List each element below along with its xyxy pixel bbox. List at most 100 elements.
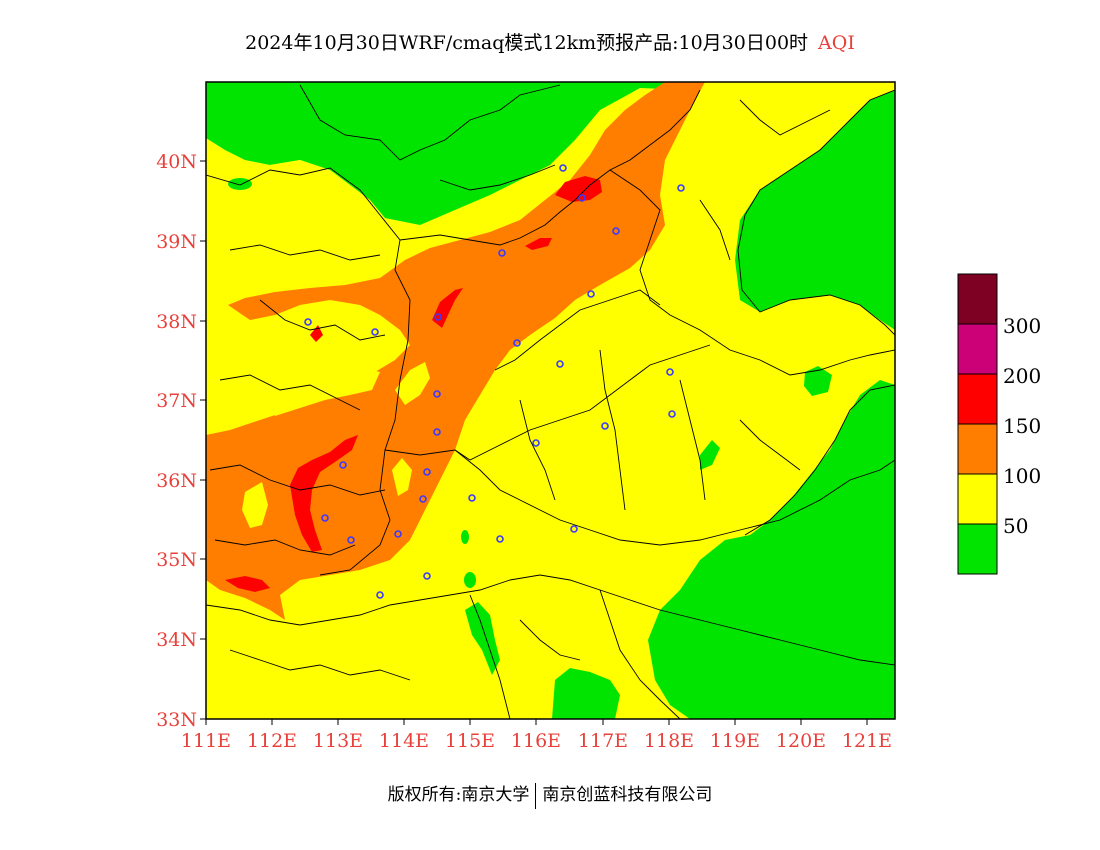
- aqi-zone-moderate-notch-4: [242, 482, 268, 528]
- lat-label: 37N: [156, 390, 197, 412]
- city-marker: [578, 194, 586, 202]
- city-marker: [394, 530, 402, 538]
- boundary-county-11: [519, 619, 581, 661]
- city-marker: [513, 339, 521, 347]
- aqi-zone-good-spot-3: [464, 572, 476, 588]
- copyright-text: 版权所有:南京大学: [387, 785, 530, 805]
- aqi-zone-good-spot-2: [700, 440, 720, 470]
- latitude-labels: 40N 39N 38N 37N 36N 35N 34N 33N: [156, 151, 197, 731]
- city-marker: [496, 535, 504, 543]
- legend-label: 150: [1003, 414, 1041, 438]
- boundary-county-7: [599, 349, 626, 511]
- aqi-zone-unhealthy-south-shanxi: [290, 435, 358, 552]
- footer: 版权所有:南京大学 南京创蓝科技有限公司: [0, 780, 1100, 809]
- legend-bin-usg: [958, 424, 997, 474]
- aqi-zone-moderate-notch-3: [395, 362, 430, 405]
- city-marker: [601, 422, 609, 430]
- boundary-province-8: [206, 574, 895, 666]
- city-marker: [666, 368, 674, 376]
- boundary-county-3: [219, 374, 361, 411]
- city-marker: [498, 249, 506, 257]
- boundary-county-9: [739, 419, 801, 471]
- city-marker: [321, 514, 329, 522]
- aqi-zone-good-east-sea: [735, 82, 895, 330]
- legend-bin-very-unhealthy: [958, 324, 997, 374]
- aqi-zone-moderate-north-pocket: [262, 160, 370, 215]
- aqi-zone-unhealthy-3: [432, 288, 463, 328]
- city-marker: [423, 572, 431, 580]
- legend-bin-unhealthy: [958, 374, 997, 424]
- city-markers: [304, 164, 685, 599]
- legend-bin-hazardous: [958, 274, 997, 324]
- legend-label: 200: [1003, 364, 1041, 388]
- city-marker: [371, 328, 379, 336]
- boundary-county-13: [699, 199, 731, 261]
- lat-label: 39N: [156, 231, 197, 253]
- aqi-legend: 300 200 150 100 50: [957, 273, 1041, 575]
- latitude-ticks: [200, 160, 206, 720]
- title-text: 2024年10月30日WRF/cmaq模式12km预报产品:10月30日00时: [245, 32, 809, 54]
- city-marker: [434, 313, 442, 321]
- aqi-zone-unhealthy-4: [310, 325, 323, 342]
- city-marker: [468, 494, 476, 502]
- city-marker: [559, 164, 567, 172]
- city-marker: [423, 468, 431, 476]
- city-marker: [556, 360, 564, 368]
- company-text: 南京创蓝科技有限公司: [542, 785, 713, 805]
- city-marker: [677, 184, 685, 192]
- boundary-county-8: [679, 379, 706, 501]
- lon-label: 112E: [247, 730, 297, 752]
- aqi-zone-good-river: [465, 602, 500, 675]
- boundary-province-3: [399, 89, 701, 246]
- city-marker: [433, 390, 441, 398]
- boundary-province-7: [384, 449, 895, 546]
- aqi-zone-unhealthy-6: [225, 576, 270, 592]
- legend-label: 300: [1003, 314, 1041, 338]
- boundary-lines: [206, 84, 895, 719]
- aqi-zone-good-coast-spot: [804, 366, 832, 396]
- boundary-county-2: [259, 299, 386, 341]
- boundary-county-12: [739, 99, 831, 136]
- lon-label: 121E: [842, 730, 892, 752]
- city-marker: [532, 439, 540, 447]
- page-title: 2024年10月30日WRF/cmaq模式12km预报产品:10月30日00时 A…: [0, 28, 1100, 55]
- boundary-province-5: [494, 289, 661, 371]
- city-marker: [339, 461, 347, 469]
- legend-label: 50: [1003, 514, 1028, 538]
- boundary-county-6: [519, 399, 556, 501]
- lon-label: 116E: [511, 730, 561, 752]
- aqi-zone-good-southeast: [648, 380, 895, 719]
- lat-label: 35N: [156, 549, 197, 571]
- lat-label: 36N: [156, 470, 197, 492]
- aqi-zone-moderate-notch-2: [265, 368, 380, 416]
- aqi-zone-moderate-notch-5: [392, 458, 412, 496]
- coastline-south: [744, 384, 895, 536]
- lat-label: 34N: [156, 629, 197, 651]
- city-marker: [419, 495, 427, 503]
- lon-label: 113E: [313, 730, 363, 752]
- longitude-ticks: [205, 719, 868, 725]
- city-marker: [668, 410, 676, 418]
- city-marker: [587, 290, 595, 298]
- footer-separator: [535, 782, 537, 809]
- lon-label: 115E: [445, 730, 495, 752]
- lat-label: 38N: [156, 311, 197, 333]
- aqi-zone-moderate-notch-1: [250, 322, 310, 392]
- city-marker: [570, 525, 578, 533]
- lon-label: 118E: [644, 730, 694, 752]
- city-marker: [433, 428, 441, 436]
- legend-bin-good: [958, 524, 997, 574]
- longitude-labels: 111E 112E 113E 114E 115E 116E 117E 118E …: [181, 730, 892, 752]
- aqi-zone-unhealthy-2: [525, 238, 552, 250]
- city-marker: [376, 591, 384, 599]
- boundary-county-5: [214, 539, 356, 556]
- boundary-province-10: [599, 589, 681, 719]
- coastline: [737, 89, 895, 336]
- boundary-county-10: [229, 649, 411, 681]
- boundary-province-9: [469, 594, 511, 719]
- lon-label: 120E: [776, 730, 826, 752]
- aqi-tag: AQI: [818, 32, 855, 54]
- boundary-province-1: [206, 167, 411, 576]
- aqi-zone-good-north: [206, 82, 705, 225]
